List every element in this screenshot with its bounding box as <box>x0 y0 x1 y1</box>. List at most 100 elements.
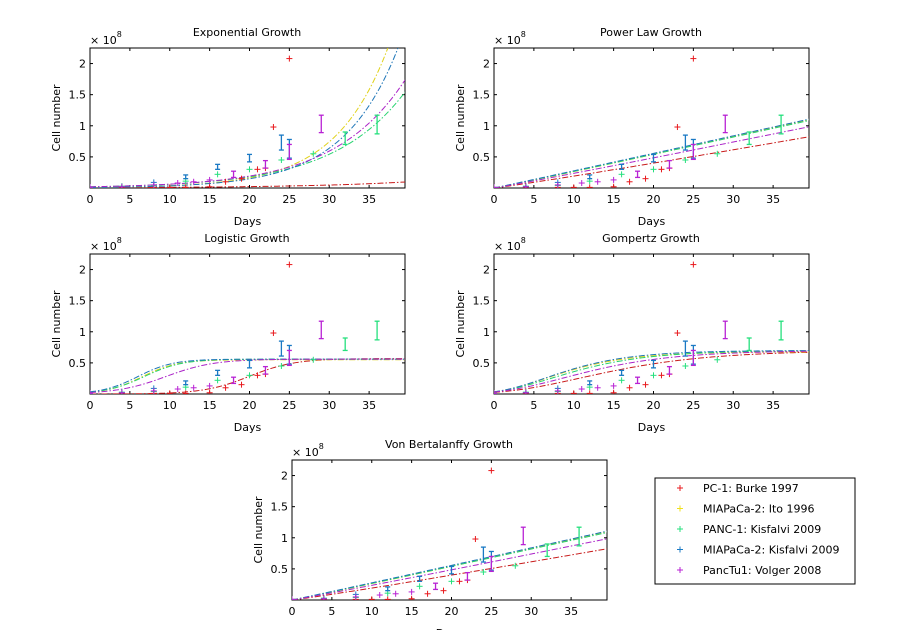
model-curve-panctu1 <box>494 350 809 393</box>
x-tick-label: 10 <box>365 605 379 618</box>
y-exponent-label: × 108 <box>292 442 324 459</box>
legend-label-mia_ito: MIAPaCa-2: Ito 1996 <box>703 503 815 516</box>
model-curve-mia_ito <box>292 531 607 600</box>
y-exponent-label: × 108 <box>494 236 526 253</box>
observations <box>90 261 380 394</box>
y-tick-label: 2 <box>79 58 86 71</box>
x-tick-label: 20 <box>242 399 256 412</box>
x-tick-label: 25 <box>282 193 296 206</box>
subplot-title: Gompertz Growth <box>602 232 700 245</box>
plot-area <box>493 47 810 189</box>
x-tick-label: 35 <box>766 399 780 412</box>
x-tick-label: 0 <box>289 605 296 618</box>
legend-label-panctu1: PancTu1: Volger 2008 <box>703 564 821 577</box>
model-curve-pc1 <box>494 351 809 393</box>
x-tick-label: 20 <box>646 399 660 412</box>
y-tick-label: 1.5 <box>69 295 87 308</box>
model-curve-panc1 <box>292 532 607 600</box>
x-tick-label: 0 <box>491 399 498 412</box>
y-tick-label: 2 <box>483 264 490 277</box>
y-tick-label: 0.5 <box>271 563 289 576</box>
y-exponent-label: × 108 <box>90 30 122 47</box>
subplot-von-bertalanffy: Von Bertalanffy Growth 0 5 10 15 20 25 30 35 0.5… <box>252 438 608 630</box>
x-tick-label: 30 <box>726 399 740 412</box>
x-tick-label: 30 <box>524 605 538 618</box>
plot-area <box>493 253 810 395</box>
legend-label-pc1: PC-1: Burke 1997 <box>703 482 799 495</box>
subplot-title: Von Bertalanffy Growth <box>385 438 513 451</box>
observations <box>494 261 784 394</box>
x-tick-label: 30 <box>322 193 336 206</box>
subplot-title: Logistic Growth <box>204 232 289 245</box>
y-tick-label: 1 <box>483 326 490 339</box>
model-curves <box>90 48 405 188</box>
x-tick-label: 30 <box>726 193 740 206</box>
y-tick-label: 0.5 <box>69 151 87 164</box>
observations <box>494 55 784 188</box>
x-tick-label: 0 <box>491 193 498 206</box>
model-curve-panctu1 <box>494 126 809 188</box>
x-tick-label: 0 <box>87 399 94 412</box>
y-tick-label: 0.5 <box>69 357 87 370</box>
x-tick-label: 25 <box>686 399 700 412</box>
x-tick-label: 5 <box>530 399 537 412</box>
model-curve-mia_kis <box>494 350 809 393</box>
y-tick-label: 1 <box>483 120 490 133</box>
model-curve-pc1 <box>90 181 405 188</box>
model-curve-panctu1 <box>292 538 607 600</box>
y-tick-label: 1.5 <box>473 295 491 308</box>
x-tick-label: 35 <box>766 193 780 206</box>
y-axis-label: Cell number <box>454 84 467 151</box>
model-curve-mia_ito <box>90 48 389 188</box>
model-curve-panc1 <box>90 91 405 188</box>
y-exponent-label: × 108 <box>494 30 526 47</box>
x-tick-label: 5 <box>530 193 537 206</box>
subplot-exponential: Exponential Growth 0 5 10 15 20 25 30 35 0.5 1 1.5… <box>50 26 406 228</box>
y-axis-label: Cell number <box>50 290 63 357</box>
x-tick-label: 20 <box>646 193 660 206</box>
subplot-power-law: Power Law Growth 0 5 10 15 20 25 30 35 0.5 1 1.5 2 ×… <box>454 26 810 228</box>
y-tick-label: 1.5 <box>271 501 289 514</box>
x-tick-label: 5 <box>126 193 133 206</box>
x-tick-label: 35 <box>362 193 376 206</box>
model-curves <box>494 350 809 393</box>
x-axis-label: Days <box>234 421 262 434</box>
x-tick-label: 10 <box>567 193 581 206</box>
x-axis-label: Days <box>436 627 464 630</box>
y-tick-label: 2 <box>79 264 86 277</box>
subplot-title: Exponential Growth <box>193 26 301 39</box>
y-tick-label: 1.5 <box>473 89 491 102</box>
legend: PC-1: Burke 1997 MIAPaCa-2: Ito 1996 PANC-… <box>654 477 856 585</box>
model-curve-pc1 <box>494 136 809 188</box>
y-tick-label: 1.5 <box>69 89 87 102</box>
x-axis-label: Days <box>638 421 666 434</box>
legend-label-mia_kis: MIAPaCa-2: Kisfalvi 2009 <box>703 544 839 557</box>
x-tick-label: 15 <box>405 605 419 618</box>
x-axis-label: Days <box>638 215 666 228</box>
x-tick-label: 35 <box>564 605 578 618</box>
y-axis-label: Cell number <box>252 496 265 563</box>
model-curve-pc1 <box>292 548 607 600</box>
x-tick-label: 15 <box>607 399 621 412</box>
x-tick-label: 35 <box>362 399 376 412</box>
observations <box>90 55 380 188</box>
y-tick-label: 1 <box>79 326 86 339</box>
model-curve-panctu1 <box>90 79 405 188</box>
plot-area <box>89 253 406 395</box>
y-tick-label: 2 <box>483 58 490 71</box>
y-tick-label: 0.5 <box>473 151 491 164</box>
legend-box <box>654 477 856 585</box>
y-axis-label: Cell number <box>50 84 63 151</box>
x-tick-label: 0 <box>87 193 94 206</box>
plot-area <box>291 459 608 601</box>
y-tick-label: 1 <box>281 532 288 545</box>
model-curve-mia_ito <box>494 119 809 188</box>
subplot-logistic: Logistic Growth 0 5 10 15 20 25 30 35 0.5 1 1.5 2 × … <box>50 232 406 434</box>
subplot-gompertz: Gompertz Growth 0 5 10 15 20 25 30 35 0.5 1 1.5 2 × … <box>454 232 810 434</box>
x-tick-label: 15 <box>203 399 217 412</box>
x-axis-label: Days <box>234 215 262 228</box>
x-tick-label: 10 <box>567 399 581 412</box>
x-tick-label: 5 <box>126 399 133 412</box>
y-tick-label: 0.5 <box>473 357 491 370</box>
